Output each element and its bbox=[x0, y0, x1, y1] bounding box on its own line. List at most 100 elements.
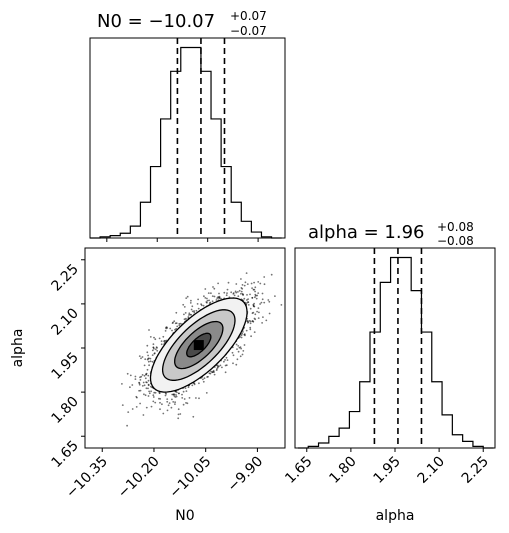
scatter-point bbox=[165, 326, 168, 329]
scatter-point bbox=[260, 301, 263, 304]
scatter-point bbox=[197, 307, 200, 310]
scatter-point bbox=[208, 372, 211, 375]
scatter-point bbox=[226, 292, 228, 294]
scatter-point bbox=[237, 345, 240, 347]
scatter-point bbox=[240, 347, 243, 350]
scatter-point bbox=[171, 329, 173, 332]
alpha-title-err-minus: −0.08 bbox=[437, 234, 474, 248]
scatter-point bbox=[195, 397, 197, 399]
scatter-point bbox=[263, 276, 266, 278]
scatter-point bbox=[225, 364, 228, 367]
alpha-title-prefix: alpha = bbox=[308, 222, 384, 243]
n0-histogram-panel bbox=[89, 37, 286, 242]
scatter-point bbox=[203, 377, 206, 380]
scatter-point bbox=[139, 389, 142, 392]
scatter-point bbox=[190, 308, 193, 311]
scatter-point bbox=[148, 364, 151, 367]
scatter-point bbox=[216, 364, 219, 367]
scatter-point bbox=[265, 319, 268, 322]
alpha-y-tick-label: 1.80 bbox=[48, 394, 81, 427]
scatter-point bbox=[192, 415, 195, 418]
scatter-point bbox=[263, 301, 266, 304]
scatter-point bbox=[253, 288, 256, 291]
alpha-y-tick-label: 1.65 bbox=[48, 438, 81, 471]
scatter-area bbox=[121, 272, 283, 448]
scatter-point bbox=[188, 314, 190, 316]
scatter-point bbox=[173, 320, 176, 323]
scatter-point bbox=[208, 302, 211, 305]
scatter-point bbox=[149, 360, 152, 363]
scatter-point bbox=[249, 307, 252, 310]
n0-tick-label: −10.20 bbox=[115, 454, 163, 502]
scatter-point bbox=[190, 299, 192, 302]
scatter-point bbox=[208, 299, 211, 302]
scatter-point bbox=[216, 297, 219, 299]
scatter-point bbox=[197, 298, 200, 301]
scatter-point bbox=[202, 304, 205, 307]
scatter-point bbox=[153, 391, 156, 394]
scatter-point bbox=[204, 288, 207, 290]
scatter-point bbox=[246, 320, 249, 322]
scatter-point bbox=[198, 382, 200, 385]
scatter-point bbox=[191, 384, 194, 387]
scatter-point bbox=[263, 283, 266, 286]
scatter-point bbox=[240, 334, 243, 337]
scatter-point bbox=[145, 373, 148, 375]
scatter-point bbox=[142, 381, 145, 384]
scatter-point bbox=[205, 392, 208, 394]
scatter-point bbox=[160, 340, 163, 342]
scatter-point bbox=[249, 293, 251, 296]
alpha-histogram-title: alpha = 1.96 +0.08 −0.08 bbox=[308, 220, 474, 248]
scatter-point bbox=[182, 403, 185, 406]
scatter-point bbox=[245, 302, 248, 304]
panel-frame bbox=[89, 37, 286, 239]
n0-tick-label: −9.90 bbox=[225, 454, 267, 496]
scatter-point bbox=[152, 400, 155, 403]
n0-title-value: −10.07 bbox=[148, 11, 215, 32]
scatter-point bbox=[129, 386, 131, 389]
scatter-point bbox=[148, 390, 151, 393]
scatter-point bbox=[270, 273, 273, 276]
scatter-point bbox=[153, 352, 156, 354]
scatter-point bbox=[254, 286, 257, 289]
scatter-point bbox=[241, 332, 244, 335]
scatter-point bbox=[202, 380, 205, 383]
scatter-point bbox=[159, 401, 161, 404]
scatter-point bbox=[232, 362, 234, 365]
scatter-point bbox=[185, 297, 188, 299]
scatter-point bbox=[156, 347, 158, 349]
scatter-point bbox=[237, 291, 239, 293]
alpha-x-tick-label: 2.25 bbox=[459, 454, 492, 487]
scatter-point bbox=[247, 298, 250, 300]
scatter-point bbox=[242, 350, 245, 352]
scatter-point bbox=[172, 393, 175, 396]
scatter-point bbox=[211, 300, 214, 303]
scatter-point bbox=[247, 304, 250, 306]
scatter-point bbox=[251, 312, 254, 315]
scatter-point bbox=[143, 384, 146, 387]
scatter-point bbox=[190, 313, 193, 316]
scatter-point bbox=[177, 408, 180, 411]
scatter-point bbox=[161, 403, 163, 406]
scatter-point bbox=[177, 413, 180, 416]
scatter-point bbox=[256, 310, 258, 313]
scatter-point bbox=[126, 424, 128, 427]
scatter-point bbox=[151, 360, 154, 363]
scatter-point bbox=[204, 297, 207, 299]
panel-frame bbox=[294, 247, 496, 449]
n0-histogram-title: N0 = −10.07 +0.07 −0.07 bbox=[97, 9, 267, 38]
scatter-point bbox=[268, 300, 271, 303]
scatter-point bbox=[249, 320, 252, 323]
scatter-point bbox=[245, 272, 248, 274]
scatter-point bbox=[147, 395, 150, 397]
scatter-point bbox=[195, 309, 198, 312]
scatter-point bbox=[241, 292, 244, 295]
scatter-point bbox=[235, 291, 238, 294]
n0-alpha-2d-panel bbox=[81, 247, 286, 452]
scatter-point bbox=[236, 358, 239, 361]
scatter-point bbox=[267, 299, 270, 301]
scatter-point bbox=[280, 304, 283, 306]
scatter-point bbox=[178, 392, 180, 395]
scatter-point bbox=[243, 344, 246, 346]
scatter-point bbox=[251, 320, 254, 322]
